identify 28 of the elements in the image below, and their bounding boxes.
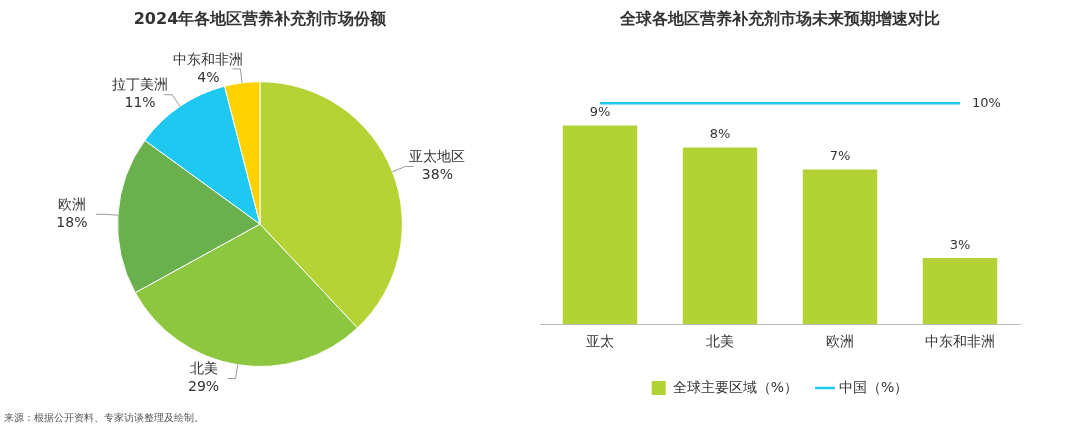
data-label: 38% — [421, 166, 453, 183]
bar — [682, 147, 758, 325]
data-label: 18% — [56, 213, 88, 230]
x-tick-label: 欧洲 — [826, 333, 854, 350]
slice-label: 北美 — [189, 360, 218, 377]
bar — [922, 257, 998, 325]
x-tick-label: 北美 — [706, 333, 734, 350]
data-label: 4% — [197, 68, 220, 85]
bar — [562, 125, 638, 325]
slice-label: 亚太地区 — [409, 148, 466, 165]
data-label: 7% — [829, 148, 851, 164]
slice-label: 中东和非洲 — [173, 50, 244, 67]
legend-label: 全球主要区域（%） — [672, 378, 799, 395]
chart-title: 全球各地区营养补充剂市场未来预期增速对比 — [619, 8, 940, 28]
data-label: 29% — [187, 378, 220, 395]
x-tick-label: 中东和非洲 — [925, 333, 995, 350]
slice-label: 拉丁美洲 — [112, 76, 169, 93]
data-label: 3% — [949, 236, 971, 252]
chart-title: 2024年各地区营养补充剂市场份额 — [133, 8, 388, 28]
data-label: 11% — [124, 94, 156, 111]
data-label: 8% — [709, 126, 731, 142]
source-note: 来源：根据公开资料、专家访谈整理及绘制。 — [3, 411, 205, 425]
x-tick-label: 亚太 — [586, 333, 614, 350]
bar — [802, 169, 878, 325]
data-label: 9% — [589, 104, 611, 120]
slice-label: 欧洲 — [57, 195, 86, 212]
data-label: 10% — [972, 94, 1001, 110]
legend-label: 中国（%） — [839, 378, 909, 395]
